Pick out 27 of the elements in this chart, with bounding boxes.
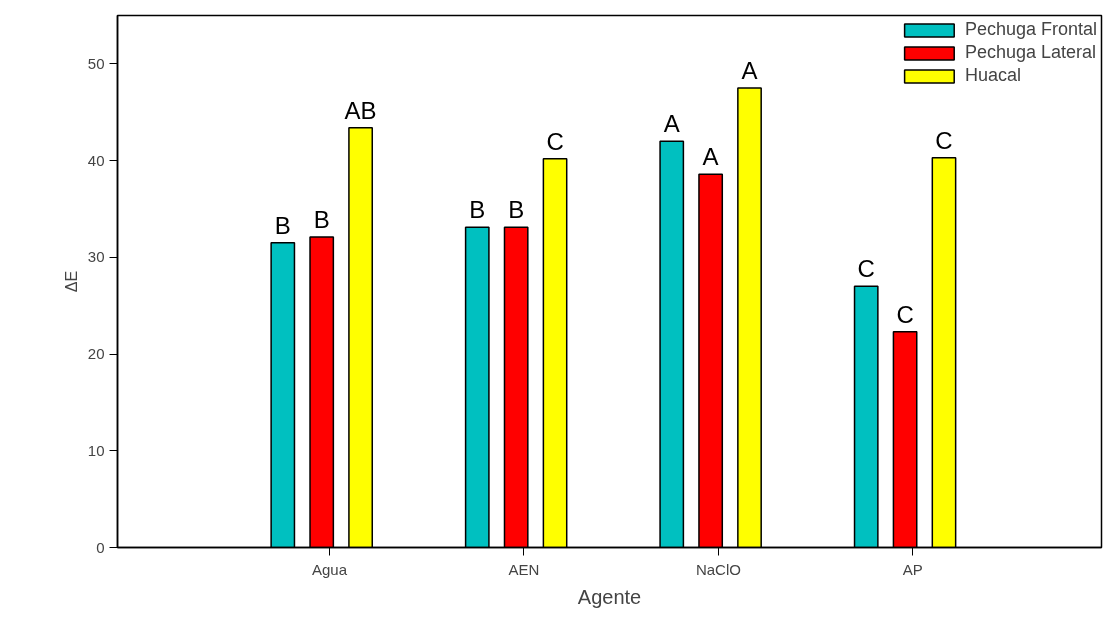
data-label: B: [274, 211, 291, 239]
data-label: C: [546, 127, 564, 155]
x-axis-title: Agente: [577, 585, 642, 608]
data-label: A: [702, 143, 719, 171]
data-label: B: [469, 196, 486, 224]
data-label: C: [896, 300, 914, 328]
data-label: B: [508, 196, 525, 224]
x-tick-label: AEN: [508, 560, 540, 578]
data-label: C: [857, 255, 875, 283]
y-axis-title: ΔE: [62, 270, 80, 293]
y-tick-label: 30: [87, 248, 105, 266]
y-tick-label: 20: [87, 345, 105, 363]
y-tick-label: 40: [87, 151, 105, 169]
legend-label: Pechuga Lateral: [964, 42, 1097, 63]
data-label: B: [313, 206, 330, 234]
y-tick-label: 50: [87, 54, 105, 72]
x-tick-label: Agua: [311, 560, 348, 578]
legend-label: Pechuga Frontal: [964, 19, 1097, 40]
data-label: C: [935, 126, 953, 154]
x-tick-label: AP: [902, 560, 923, 578]
x-tick-label: NaClO: [695, 560, 741, 578]
data-label: A: [663, 110, 680, 138]
legend-label: Huacal: [964, 65, 1021, 86]
y-tick-label: 0: [96, 538, 105, 556]
data-label: AB: [344, 96, 377, 124]
y-tick-label: 10: [87, 441, 105, 459]
data-label: A: [741, 57, 758, 85]
